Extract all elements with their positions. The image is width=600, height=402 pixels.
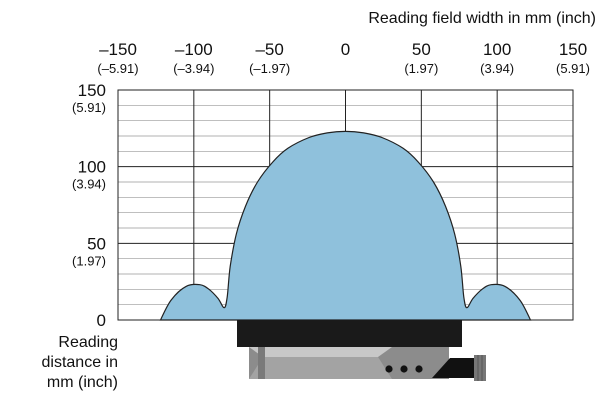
x-tick-label: 50	[412, 40, 431, 59]
x-tick-label: 100	[483, 40, 511, 59]
x-tick-label-inch: (3.94)	[480, 61, 514, 76]
x-tick-label-inch: (–1.97)	[249, 61, 290, 76]
x-tick-labels: –150 (–5.91) –100 (–3.94) –50 (–1.97) 0 50 (1.97…	[97, 40, 590, 76]
y-tick-label-inch: (1.97)	[72, 253, 106, 268]
y-tick-label: 50	[87, 234, 106, 253]
x-tick-label-inch: (–5.91)	[97, 61, 138, 76]
x-tick-label: –100	[175, 40, 213, 59]
y-tick-label: 150	[78, 81, 106, 100]
x-tick-label: –150	[99, 40, 137, 59]
y-tick-label-inch: (5.91)	[72, 100, 106, 115]
y-axis-title-line: Reading	[58, 334, 118, 351]
y-tick-labels: 150(5.91) 100(3.94) 50(1.97) 0	[72, 81, 106, 330]
x-tick-label: –50	[255, 40, 283, 59]
x-tick-label: 0	[341, 40, 350, 59]
reading-field-area	[161, 131, 531, 320]
x-tick-label: 150	[559, 40, 587, 59]
y-tick-label-inch: (3.94)	[72, 177, 106, 192]
y-axis-title: Reading distance in mm (inch)	[42, 334, 119, 391]
x-tick-label-inch: (5.91)	[556, 61, 590, 76]
x-tick-label-inch: (–3.94)	[173, 61, 214, 76]
y-axis-title-line: distance in	[42, 354, 119, 371]
x-axis-title: Reading field width in mm (inch)	[368, 10, 596, 27]
y-axis-title-line: mm (inch)	[47, 374, 118, 391]
y-tick-label: 100	[78, 158, 106, 177]
scanner-device-icon	[237, 320, 486, 381]
y-tick-label: 0	[97, 311, 106, 330]
x-tick-label-inch: (1.97)	[404, 61, 438, 76]
